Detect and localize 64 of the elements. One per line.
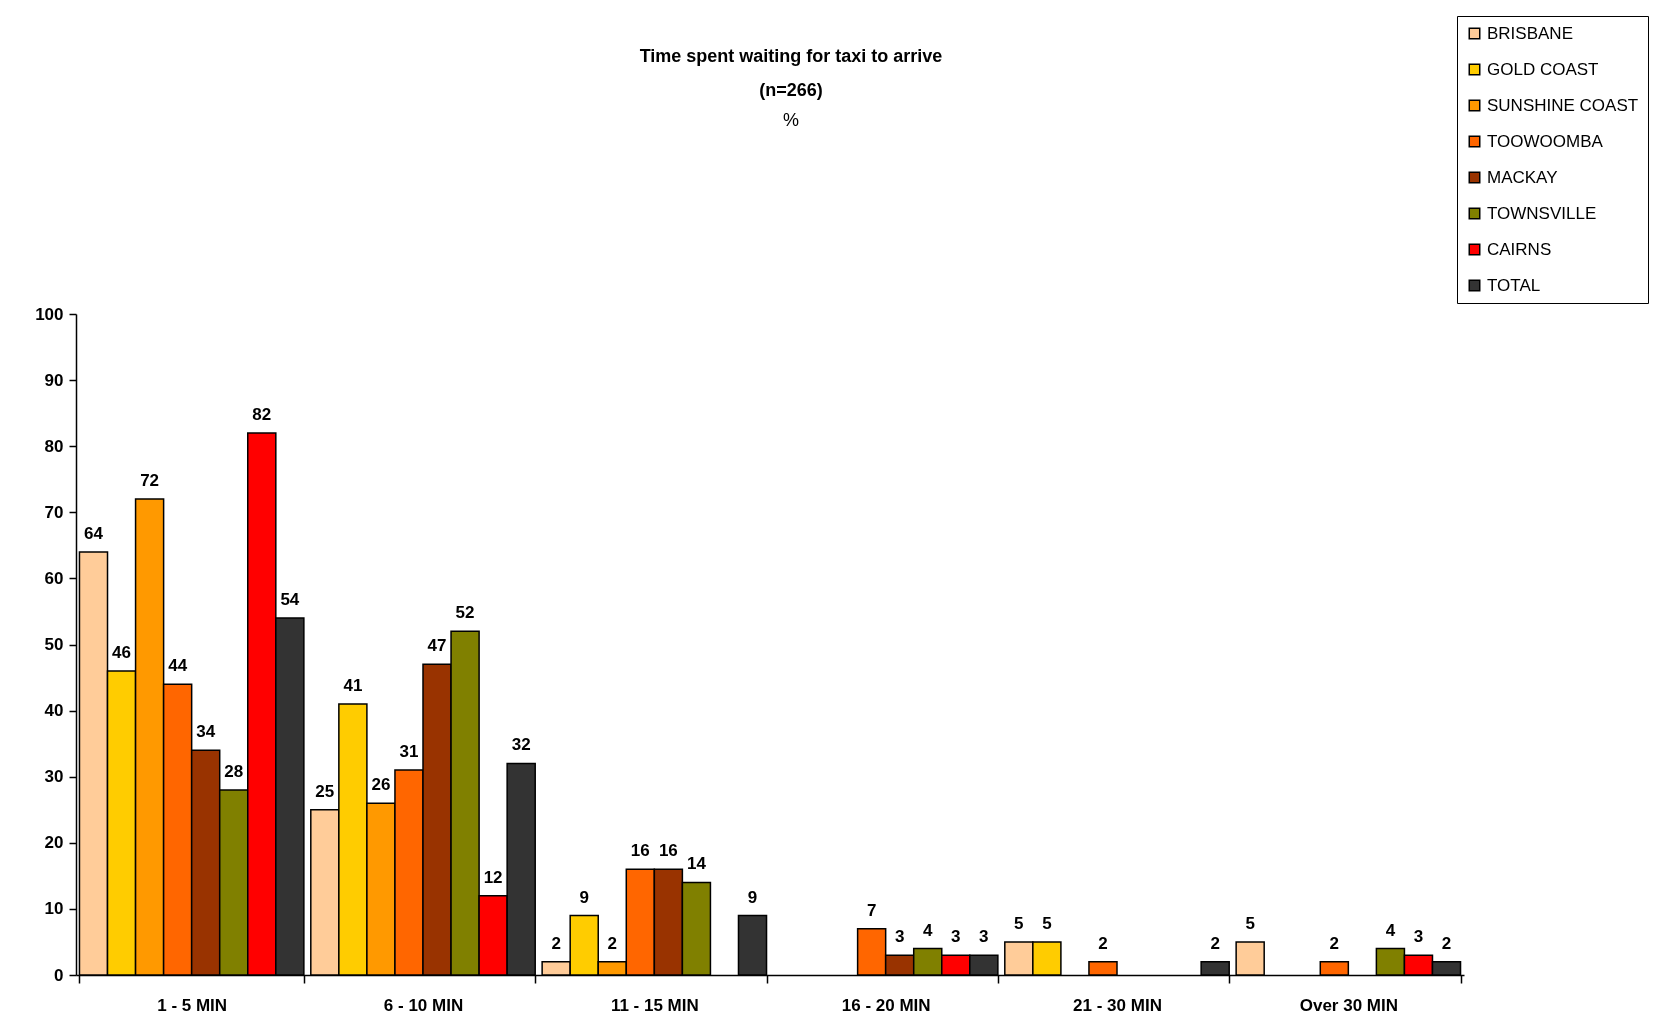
data-label: 9 [579,887,589,907]
data-label: 41 [343,675,363,695]
data-label: 2 [1210,933,1220,953]
legend-label: TOWNSVILLE [1487,203,1597,223]
data-label: 44 [168,656,188,676]
x-tick-label: 6 - 10 MIN [383,995,464,1015]
data-label: 2 [1098,933,1108,953]
data-label: 4 [1385,920,1396,940]
y-tick-label: 50 [44,635,64,654]
x-tick-label: 21 - 30 MIN [1073,995,1162,1015]
y-tick-label: 70 [44,502,64,522]
y-tick-label: 90 [44,370,64,390]
data-label: 31 [399,742,419,762]
y-tick-label: 100 [35,304,64,324]
data-label: 2 [1441,933,1452,953]
chart-title: Time spent waiting for taxi to arrive (n=266) [639,45,943,100]
data-label: 3 [894,927,905,947]
data-label: 46 [112,642,131,662]
data-label: 64 [84,523,104,543]
legend-label: GOLD COAST [1487,59,1599,79]
data-label: 3 [979,927,989,947]
data-label: 25 [315,781,335,801]
x-tick-label: 11 - 15 MIN [610,995,699,1015]
data-label: 5 [1042,913,1052,933]
data-label: 47 [427,636,447,656]
chart-subtitle: % [782,109,800,130]
data-label: 2 [607,933,617,953]
y-tick-label: 80 [44,436,64,456]
data-label: 54 [280,590,300,610]
data-label: 5 [1245,913,1255,933]
legend-label: SUNSHINE COAST [1487,95,1639,115]
legend-label: BRISBANE [1487,23,1573,43]
data-label: 9 [747,887,758,907]
data-label: 14 [686,854,707,874]
y-tick-label: 10 [44,899,64,919]
data-label: 16 [658,841,678,861]
data-label: 7 [866,900,877,920]
legend-label: TOOWOOMBA [1487,131,1604,151]
data-label: 52 [455,603,475,623]
data-label: 28 [224,761,244,781]
data-label: 72 [140,471,160,491]
x-tick-label: 1 - 5 MIN [157,995,228,1015]
y-tick-label: 60 [44,568,64,588]
data-label: 2 [551,933,561,953]
data-label: 2 [1329,933,1340,953]
legend-label: CAIRNS [1487,239,1552,259]
data-label: 4 [923,920,934,940]
data-label: 34 [196,722,216,742]
x-tick-label: 16 - 20 MIN [841,995,931,1015]
data-label: 16 [630,841,650,861]
data-label: 32 [511,735,531,755]
data-label: 5 [1014,913,1024,933]
y-tick-label: 30 [44,767,64,787]
legend-label: TOTAL [1487,275,1541,295]
y-tick-label: 40 [44,701,64,721]
data-label: 82 [252,404,272,424]
y-tick-label: 20 [44,833,64,853]
x-tick-label: Over 30 MIN [1299,995,1398,1015]
y-tick-label: 0 [54,965,64,985]
data-label: 26 [371,775,391,795]
data-label: 12 [483,867,503,887]
legend-label: MACKAY [1487,167,1558,187]
data-label: 3 [1413,927,1424,947]
data-label: 3 [951,927,961,947]
